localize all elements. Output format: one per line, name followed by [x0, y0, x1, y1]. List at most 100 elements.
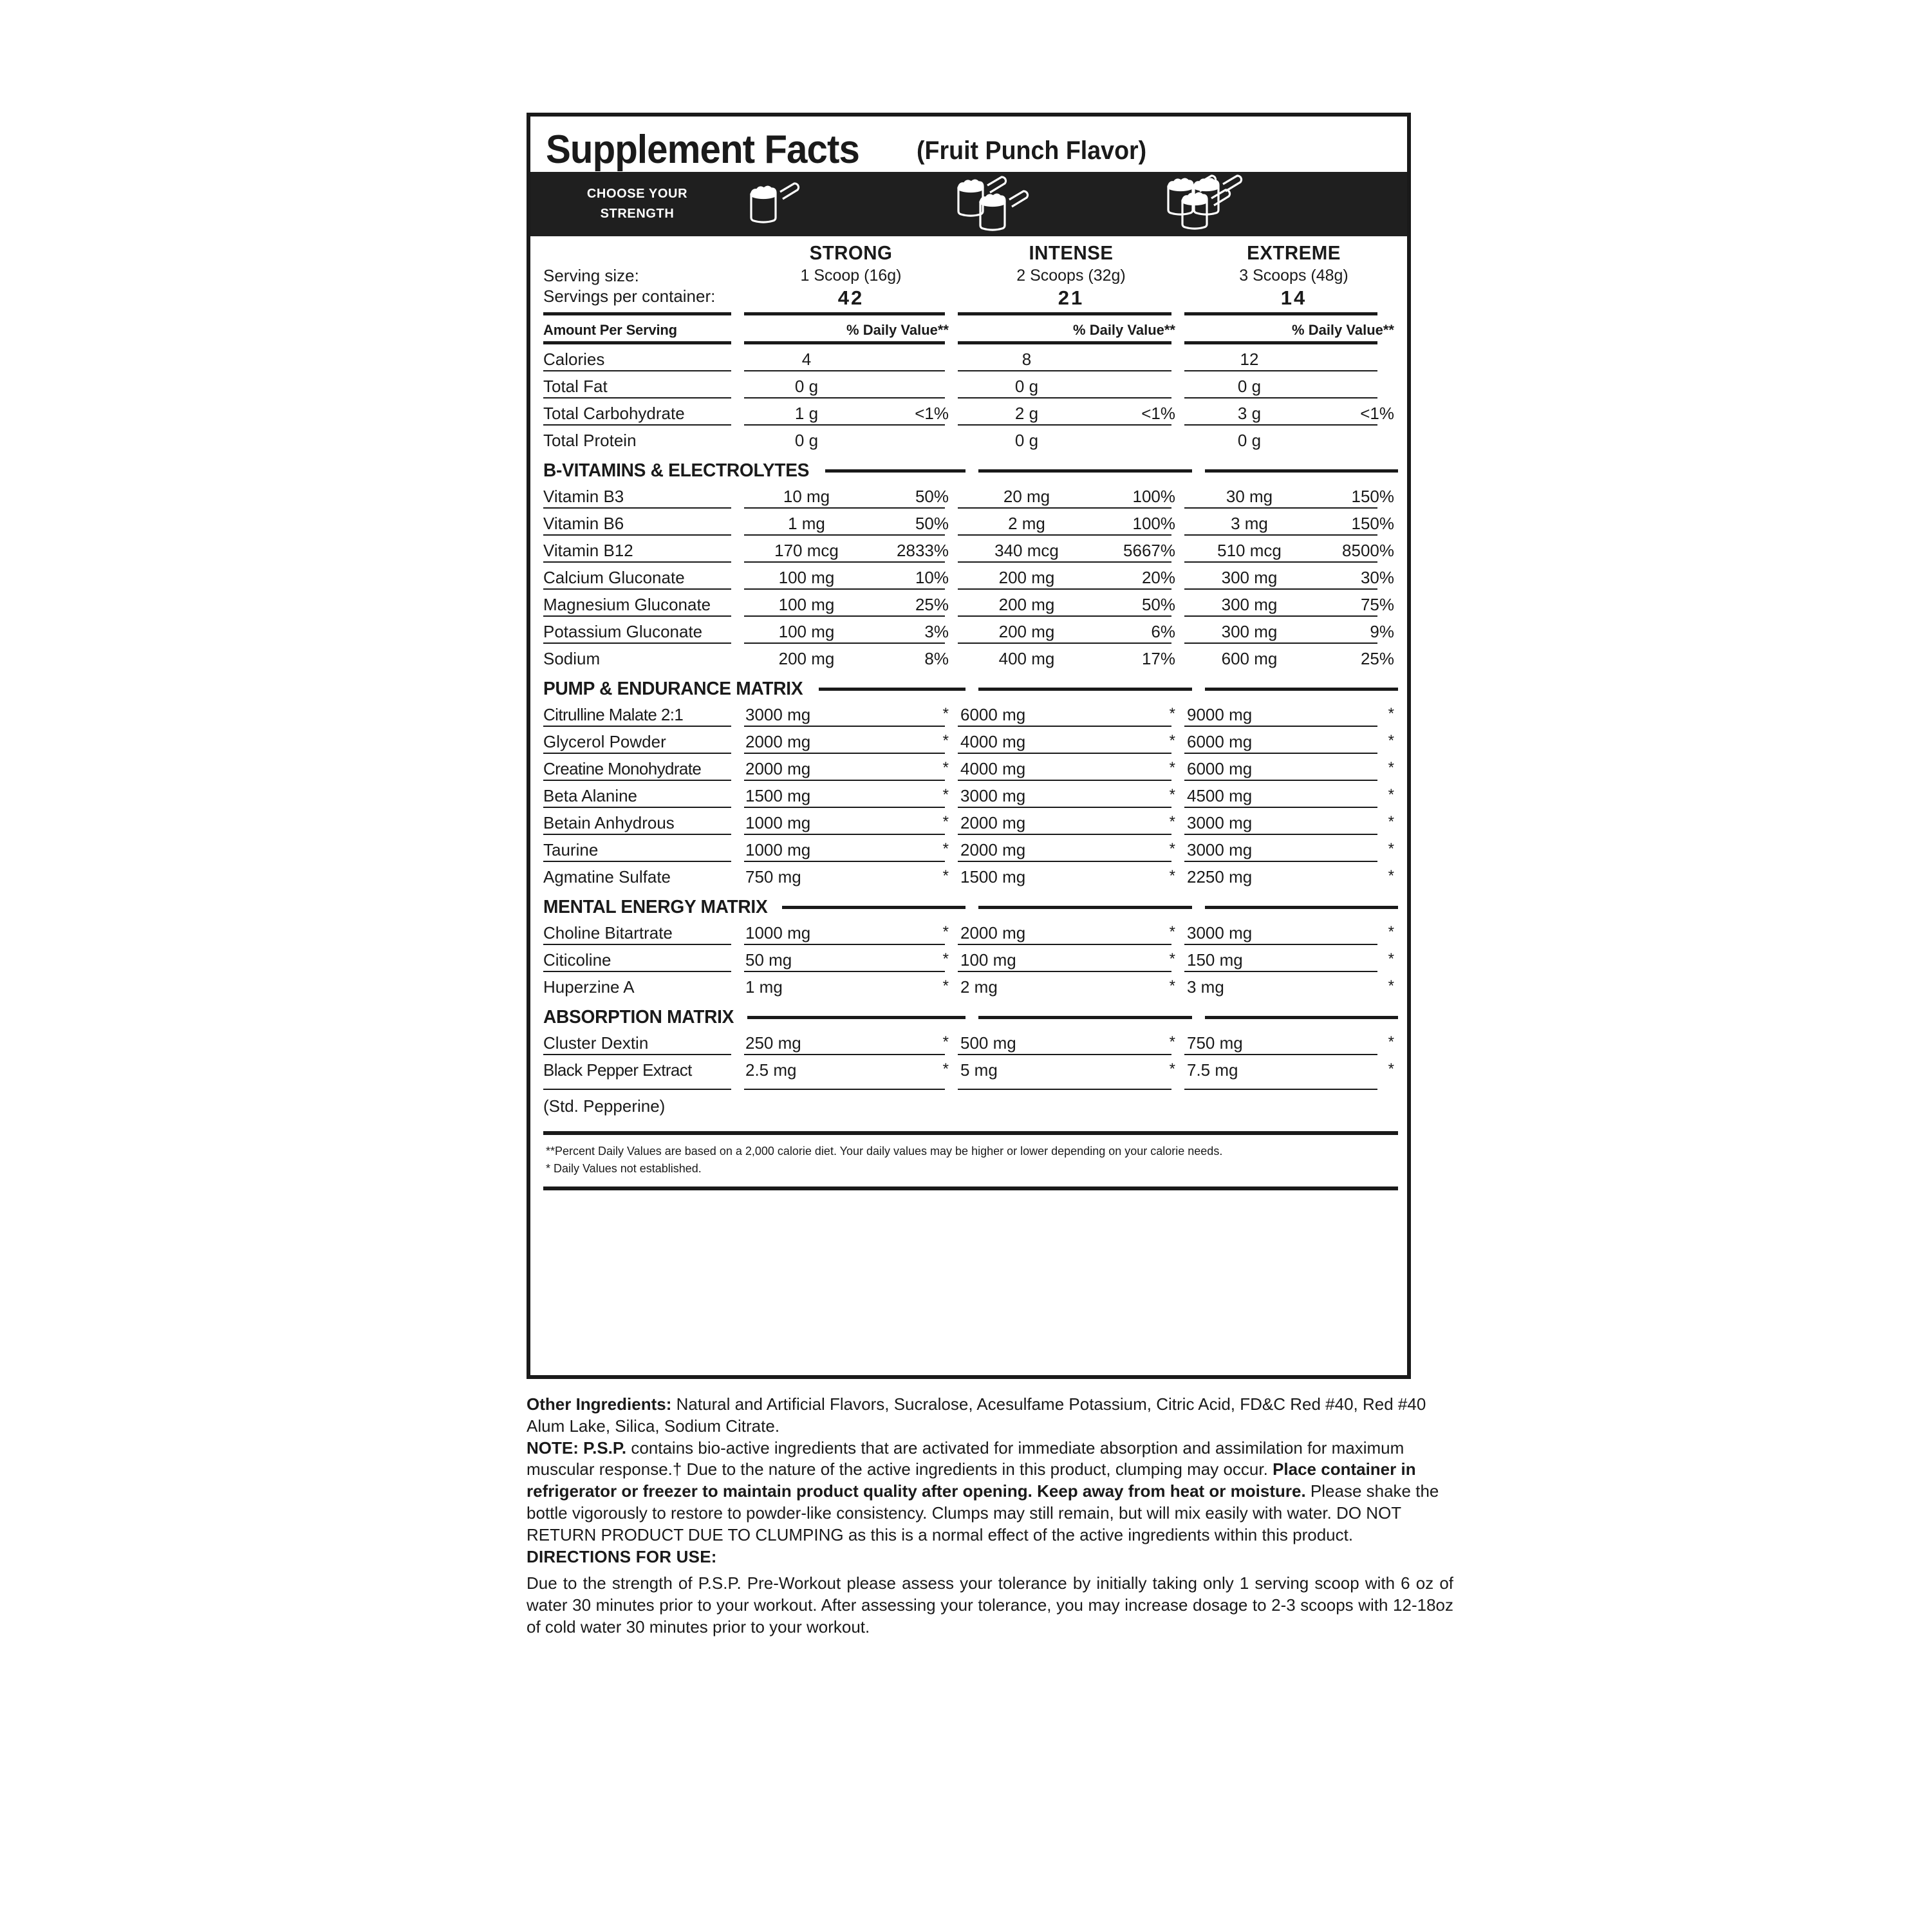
serving-size-strong: 1 Scoop (16g) [800, 267, 902, 285]
directions-heading: DIRECTIONS FOR USE: [527, 1546, 717, 1566]
row-value-cell: 1500 mg * [744, 787, 958, 805]
row-amount: 0 g [1014, 377, 1039, 397]
row-value-cell: 6000 mg * [1184, 759, 1403, 779]
row-value-cell: 5 mg * [958, 1062, 1184, 1079]
row-daily-value: * [1169, 867, 1175, 885]
row-daily-value: 100% [1132, 514, 1176, 534]
row-value-cell: 3 mg * [1184, 977, 1403, 997]
row-value-cell: 750 mg * [744, 868, 958, 886]
row-label: Sodium [543, 649, 601, 669]
other-ingredients-block: Other Ingredients: Natural and Artificia… [527, 1394, 1453, 1438]
row-amount: 2 mg [960, 977, 998, 997]
row-daily-value: * [1388, 813, 1394, 831]
row-label: Choline Bitartrate [543, 923, 673, 943]
table-row: Calories 4 8 12 [530, 344, 1407, 368]
choose-your-strength-band: CHOOSE YOUR STRENGTH [530, 172, 1407, 236]
row-amount: 2250 mg [1187, 867, 1253, 887]
row-amount: 6000 mg [1187, 732, 1253, 752]
row-value-cell: 510 mcg 8500% [1184, 542, 1403, 559]
row-amount: 3000 mg [1187, 813, 1253, 833]
row-amount: 1 mg [745, 977, 783, 997]
row-daily-value: * [1169, 1033, 1175, 1051]
row-amount: 200 mg [998, 595, 1055, 615]
row-value-cell: 500 mg * [958, 1033, 1184, 1053]
row-rule [530, 780, 1407, 782]
row-amount: 340 mcg [994, 541, 1059, 561]
row-value-cell: 4000 mg * [958, 733, 1184, 751]
scoop-icon [979, 190, 1029, 231]
row-daily-value: * [1388, 923, 1394, 941]
table-row: Betain Anhydrous 1000 mg * 2000 mg * 3000 mg * [530, 808, 1407, 833]
serving-size-extreme: 3 Scoops (48g) [1239, 267, 1348, 285]
row-value-cell: 7.5 mg * [1184, 1062, 1403, 1079]
row-label: Beta Alanine [543, 786, 638, 806]
row-value-cell: 0 g [744, 432, 958, 449]
footnote-daily-value: **Percent Daily Values are based on a 2,… [546, 1145, 1223, 1158]
row-value-cell: 1000 mg * [744, 923, 958, 943]
row-daily-value: 17% [1141, 649, 1175, 669]
row-rule [530, 507, 1407, 509]
row-amount: 3 mg [1187, 977, 1224, 997]
serving-size-intense: 2 Scoops (32g) [1016, 267, 1126, 285]
choose-strength-label: CHOOSE YOUR STRENGTH [530, 184, 736, 224]
row-daily-value: * [1388, 840, 1394, 858]
row-value-cell: 750 mg * [1184, 1035, 1403, 1052]
row-value-cell: 3000 mg * [958, 787, 1184, 805]
row-label: Magnesium Gluconate [543, 595, 711, 615]
row-amount: 500 mg [960, 1033, 1016, 1053]
section-heading: B-VITAMINS & ELECTROLYTES [530, 449, 1407, 482]
section-heading-text: MENTAL ENERGY MATRIX [543, 897, 768, 918]
row-amount: 6000 mg [1187, 759, 1253, 779]
row-rule [530, 561, 1407, 563]
strength-name-intense: INTENSE [1029, 241, 1114, 264]
servings-per-container-label: Servings per container: [543, 286, 716, 306]
daily-value-label-intense: % Daily Value** [1073, 322, 1175, 339]
note-part1: contains bio-active ingredients that are… [527, 1438, 1404, 1479]
serving-size-label: Serving size: [543, 266, 639, 285]
row-rule [530, 615, 1407, 617]
other-ingredients-body: Natural and Artificial Flavors, Sucralos… [527, 1394, 1426, 1436]
row-amount: 100 mg [778, 568, 835, 588]
row-amount: 1000 mg [745, 923, 811, 943]
section-heading: PUMP & ENDURANCE MATRIX [530, 667, 1407, 700]
row-rule [530, 834, 1407, 836]
row-daily-value [873, 351, 958, 368]
row-value-cell: 2000 mg * [958, 814, 1184, 832]
row-value-cell: 2 g <1% [958, 405, 1184, 422]
row-value-cell: 250 mg * [744, 1035, 958, 1052]
row-daily-value: * [942, 977, 949, 995]
row-daily-value [1099, 432, 1184, 449]
row-value-cell: 300 mg 9% [1184, 623, 1403, 640]
row-value-cell: 1 g <1% [744, 405, 958, 422]
row-value-cell: 4 [744, 351, 958, 368]
row-daily-value [1318, 378, 1403, 395]
row-amount: 6000 mg [960, 705, 1026, 725]
row-daily-value: 30% [1360, 568, 1394, 588]
scoop-stack-2 [954, 176, 1070, 232]
row-amount: 30 mg [1226, 487, 1273, 507]
row-value-cell: 100 mg 10% [744, 569, 958, 586]
row-label: Total Carbohydrate [543, 404, 685, 424]
row-value-cell: 100 mg 3% [744, 623, 958, 640]
other-ingredients-heading: Other Ingredients: [527, 1394, 672, 1414]
row-value-cell: 3 mg 150% [1184, 515, 1403, 532]
row-value-cell: 2000 mg * [744, 760, 958, 778]
row-value-cell: 1500 mg * [958, 867, 1184, 886]
row-value-cell: 300 mg 75% [1184, 596, 1403, 613]
rule-under-aps [530, 341, 1407, 345]
row-amount: 1000 mg [745, 813, 811, 833]
row-amount: 2 g [1014, 404, 1039, 424]
table-row: Vitamin B12 170 mcg 2833% 340 mcg 5667% 510 m… [530, 536, 1407, 559]
row-label: Calcium Gluconate [543, 568, 685, 588]
table-row: Magnesium Gluconate 100 mg 25% 200 mg 50% 300… [530, 590, 1407, 613]
table-row: Citrulline Malate 2:1 3000 mg * 6000 mg * 900… [530, 700, 1407, 725]
row-rule [530, 534, 1407, 536]
row-amount: 300 mg [1221, 622, 1278, 642]
row-value-cell: 50 mg * [744, 952, 958, 969]
flavor-label: (Fruit Punch Flavor) [917, 136, 1147, 165]
table-row: Glycerol Powder 2000 mg * 4000 mg * 6000 mg * [530, 727, 1407, 752]
row-amount: 2 mg [1008, 514, 1045, 534]
row-daily-value: * [1388, 759, 1394, 777]
row-daily-value: * [942, 705, 949, 723]
row-value-cell: 3000 mg * [744, 705, 958, 724]
